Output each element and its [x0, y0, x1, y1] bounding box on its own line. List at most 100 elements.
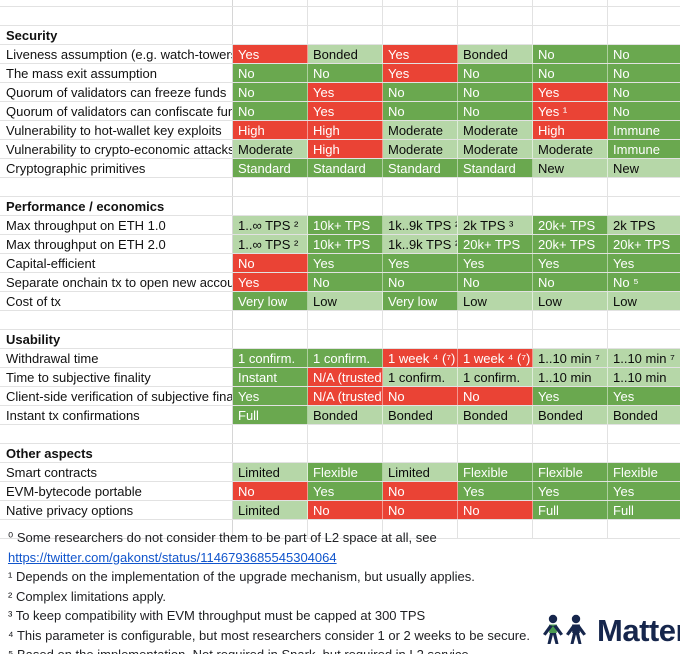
value-cell[interactable]: Yes — [458, 482, 533, 500]
value-cell[interactable]: N/A (trusted) — [308, 387, 383, 405]
value-cell[interactable]: No — [233, 102, 308, 120]
value-cell[interactable]: 1 confirm. — [233, 349, 308, 367]
value-cell[interactable]: Yes — [383, 64, 458, 82]
value-cell[interactable]: No — [233, 64, 308, 82]
value-cell[interactable]: Bonded — [533, 406, 608, 424]
value-cell[interactable] — [308, 520, 383, 538]
row-label-cell[interactable]: Instant tx confirmations — [0, 406, 233, 424]
row-label-cell[interactable]: Client-side verification of subjective f… — [0, 387, 233, 405]
value-cell[interactable] — [608, 311, 680, 329]
value-cell[interactable]: Moderate — [458, 140, 533, 158]
value-cell[interactable]: 1..∞ TPS ² — [233, 216, 308, 234]
value-cell[interactable]: Bonded — [308, 406, 383, 424]
value-cell[interactable] — [533, 330, 608, 348]
value-cell[interactable]: 1 week ⁴ (⁷) — [458, 349, 533, 367]
value-cell[interactable]: Yes — [458, 254, 533, 272]
value-cell[interactable] — [458, 7, 533, 25]
value-cell[interactable]: 1..10 min ⁷ — [608, 349, 680, 367]
value-cell[interactable] — [608, 520, 680, 538]
value-cell[interactable]: Yes — [608, 254, 680, 272]
row-label-cell[interactable]: Time to subjective finality — [0, 368, 233, 386]
value-cell[interactable]: Moderate — [458, 121, 533, 139]
value-cell[interactable]: No — [383, 501, 458, 519]
value-cell[interactable] — [383, 178, 458, 196]
value-cell[interactable]: Low — [458, 292, 533, 310]
value-cell[interactable]: Yes — [308, 83, 383, 101]
twitter-link[interactable]: https://twitter.com/gakonst/status/11467… — [8, 549, 337, 565]
section-title-cell[interactable]: Security — [0, 26, 233, 44]
value-cell[interactable]: Standard — [458, 159, 533, 177]
value-cell[interactable] — [608, 425, 680, 443]
value-cell[interactable]: No — [308, 501, 383, 519]
value-cell[interactable]: No — [233, 482, 308, 500]
value-cell[interactable]: Yes — [233, 387, 308, 405]
value-cell[interactable] — [383, 330, 458, 348]
value-cell[interactable] — [383, 444, 458, 462]
value-cell[interactable]: 1 confirm. — [458, 368, 533, 386]
value-cell[interactable]: Very low — [383, 292, 458, 310]
value-cell[interactable] — [533, 311, 608, 329]
value-cell[interactable] — [308, 330, 383, 348]
value-cell[interactable]: No — [383, 387, 458, 405]
value-cell[interactable] — [533, 26, 608, 44]
section-title-cell[interactable]: Performance / economics — [0, 197, 233, 215]
value-cell[interactable]: Yes — [308, 482, 383, 500]
row-label-cell[interactable] — [0, 178, 233, 196]
value-cell[interactable] — [383, 0, 458, 6]
value-cell[interactable]: No — [533, 45, 608, 63]
value-cell[interactable]: No — [458, 64, 533, 82]
value-cell[interactable]: Immune — [608, 121, 680, 139]
value-cell[interactable] — [458, 197, 533, 215]
value-cell[interactable]: Bonded — [608, 406, 680, 424]
value-cell[interactable] — [458, 520, 533, 538]
value-cell[interactable]: Yes — [233, 45, 308, 63]
value-cell[interactable] — [533, 425, 608, 443]
value-cell[interactable] — [308, 7, 383, 25]
value-cell[interactable]: No — [608, 83, 680, 101]
value-cell[interactable] — [383, 425, 458, 443]
row-label-cell[interactable]: Max throughput on ETH 2.0 — [0, 235, 233, 253]
value-cell[interactable]: Moderate — [383, 140, 458, 158]
row-label-cell[interactable]: The mass exit assumption — [0, 64, 233, 82]
value-cell[interactable]: Immune — [608, 140, 680, 158]
value-cell[interactable]: No — [458, 273, 533, 291]
value-cell[interactable] — [458, 330, 533, 348]
value-cell[interactable]: Flexible — [458, 463, 533, 481]
value-cell[interactable]: No — [458, 387, 533, 405]
value-cell[interactable]: No — [608, 102, 680, 120]
row-label-cell[interactable]: Capital-efficient — [0, 254, 233, 272]
value-cell[interactable]: No — [383, 482, 458, 500]
value-cell[interactable] — [233, 425, 308, 443]
value-cell[interactable]: 1 confirm. — [308, 349, 383, 367]
value-cell[interactable]: Standard — [308, 159, 383, 177]
value-cell[interactable] — [458, 0, 533, 6]
value-cell[interactable] — [233, 0, 308, 6]
value-cell[interactable]: 2k TPS — [608, 216, 680, 234]
value-cell[interactable]: Limited — [233, 501, 308, 519]
value-cell[interactable]: Moderate — [233, 140, 308, 158]
row-label-cell[interactable]: Vulnerability to hot-wallet key exploits — [0, 121, 233, 139]
value-cell[interactable] — [233, 7, 308, 25]
value-cell[interactable]: New — [533, 159, 608, 177]
value-cell[interactable] — [608, 444, 680, 462]
value-cell[interactable]: 20k+ TPS — [608, 235, 680, 253]
value-cell[interactable]: 1..10 min — [608, 368, 680, 386]
value-cell[interactable] — [608, 178, 680, 196]
value-cell[interactable] — [233, 311, 308, 329]
value-cell[interactable] — [308, 26, 383, 44]
value-cell[interactable]: Yes — [383, 45, 458, 63]
value-cell[interactable]: 10k+ TPS — [308, 216, 383, 234]
value-cell[interactable] — [383, 26, 458, 44]
value-cell[interactable]: High — [308, 140, 383, 158]
value-cell[interactable] — [533, 0, 608, 6]
value-cell[interactable]: No ⁵ — [608, 273, 680, 291]
value-cell[interactable] — [458, 178, 533, 196]
row-label-cell[interactable]: Withdrawal time — [0, 349, 233, 367]
value-cell[interactable]: No — [383, 273, 458, 291]
value-cell[interactable]: Low — [533, 292, 608, 310]
value-cell[interactable] — [458, 311, 533, 329]
value-cell[interactable] — [608, 0, 680, 6]
value-cell[interactable]: 1..∞ TPS ² — [233, 235, 308, 253]
value-cell[interactable]: Low — [608, 292, 680, 310]
value-cell[interactable]: Yes — [608, 387, 680, 405]
